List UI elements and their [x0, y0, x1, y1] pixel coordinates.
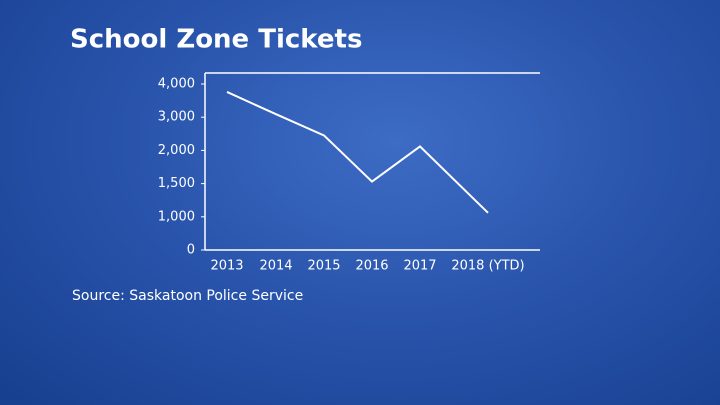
- source-note: Source: Saskatoon Police Service: [72, 288, 303, 304]
- x-tick-label: 2016: [355, 259, 388, 274]
- y-tick-label: 1,500: [158, 176, 195, 191]
- x-tick-label: 2013: [210, 259, 243, 274]
- x-tick-label: 2014: [259, 259, 292, 274]
- chart-title: School Zone Tickets: [70, 25, 362, 55]
- x-tick-label: 2018 (YTD): [451, 259, 524, 274]
- x-tick-label: 2015: [307, 259, 340, 274]
- y-tick-label: 1,000: [158, 209, 195, 224]
- y-tick-label: 4,000: [158, 77, 195, 92]
- y-tick-label: 0: [187, 243, 195, 258]
- data-line: [226, 91, 489, 214]
- y-tick-label: 3,000: [158, 110, 195, 125]
- y-tick-label: 2,000: [158, 143, 195, 158]
- x-tick-label: 2017: [403, 259, 436, 274]
